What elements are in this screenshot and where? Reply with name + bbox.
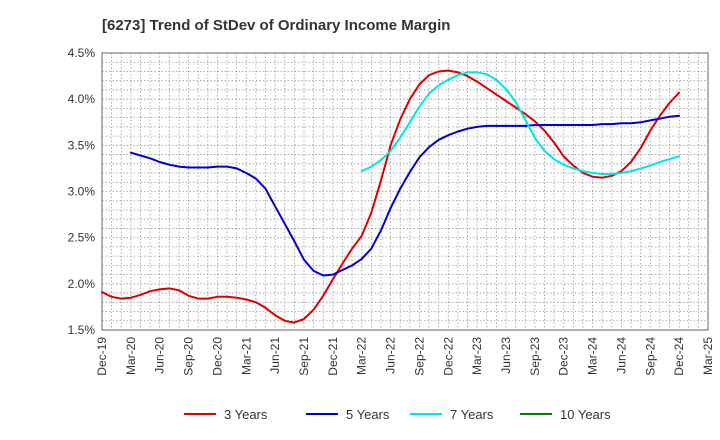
x-tick-label: Mar-25 [701, 337, 715, 375]
series-line-5-years [129, 114, 681, 277]
legend: 3 Years 5 Years 7 Years 10 Years [184, 407, 611, 422]
x-tick-label: Jun-21 [268, 337, 282, 374]
x-tick-label: Dec-23 [557, 337, 571, 376]
y-tick-label: 2.0% [68, 277, 96, 291]
x-tick-label: Sep-21 [297, 337, 311, 376]
x-tick-label: Sep-22 [412, 337, 426, 376]
x-tick-label: Sep-20 [182, 337, 196, 376]
chart-title: [6273] Trend of StDev of Ordinary Income… [102, 17, 450, 34]
y-tick-label: 4.5% [68, 46, 96, 60]
x-tick-label: Mar-24 [586, 337, 600, 375]
y-tick-label: 1.5% [68, 323, 96, 337]
grid-layer [101, 52, 709, 331]
x-tick-label: Dec-24 [672, 337, 686, 376]
x-tick-label: Dec-19 [95, 337, 109, 376]
series-line-3-years [101, 69, 681, 324]
x-tick-label: Jun-24 [614, 337, 628, 374]
y-tick-label: 4.0% [68, 92, 96, 106]
x-tick-label: Mar-23 [470, 337, 484, 375]
y-tick-label: 2.5% [68, 231, 96, 245]
x-tick-label: Jun-23 [499, 337, 513, 374]
x-tick-label: Dec-21 [326, 337, 340, 376]
series-layer [101, 69, 681, 324]
y-tick-label: 3.5% [68, 138, 96, 152]
plot-border [101, 52, 709, 331]
x-tick-label: Mar-21 [239, 337, 253, 375]
legend-label-3-years: 3 Years [224, 407, 268, 422]
axis-layer: 1.5% 2.0% 2.5% 3.0% 3.5% 4.0% 4.5% Dec-19 Mar-20… [68, 46, 715, 376]
x-tick-label: Jun-22 [384, 337, 398, 374]
x-tick-label: Mar-22 [355, 337, 369, 375]
series-line-7-years [360, 71, 681, 175]
x-tick-label: Sep-23 [528, 337, 542, 376]
legend-label-10-years: 10 Years [560, 407, 611, 422]
x-tick-label: Dec-20 [210, 337, 224, 376]
x-tick-label: Mar-20 [124, 337, 138, 375]
x-tick-label: Dec-22 [441, 337, 455, 376]
y-tick-label: 3.0% [68, 185, 96, 199]
x-tick-label: Sep-24 [643, 337, 657, 376]
legend-label-5-years: 5 Years [346, 407, 390, 422]
legend-label-7-years: 7 Years [450, 407, 494, 422]
x-tick-label: Jun-20 [153, 337, 167, 374]
